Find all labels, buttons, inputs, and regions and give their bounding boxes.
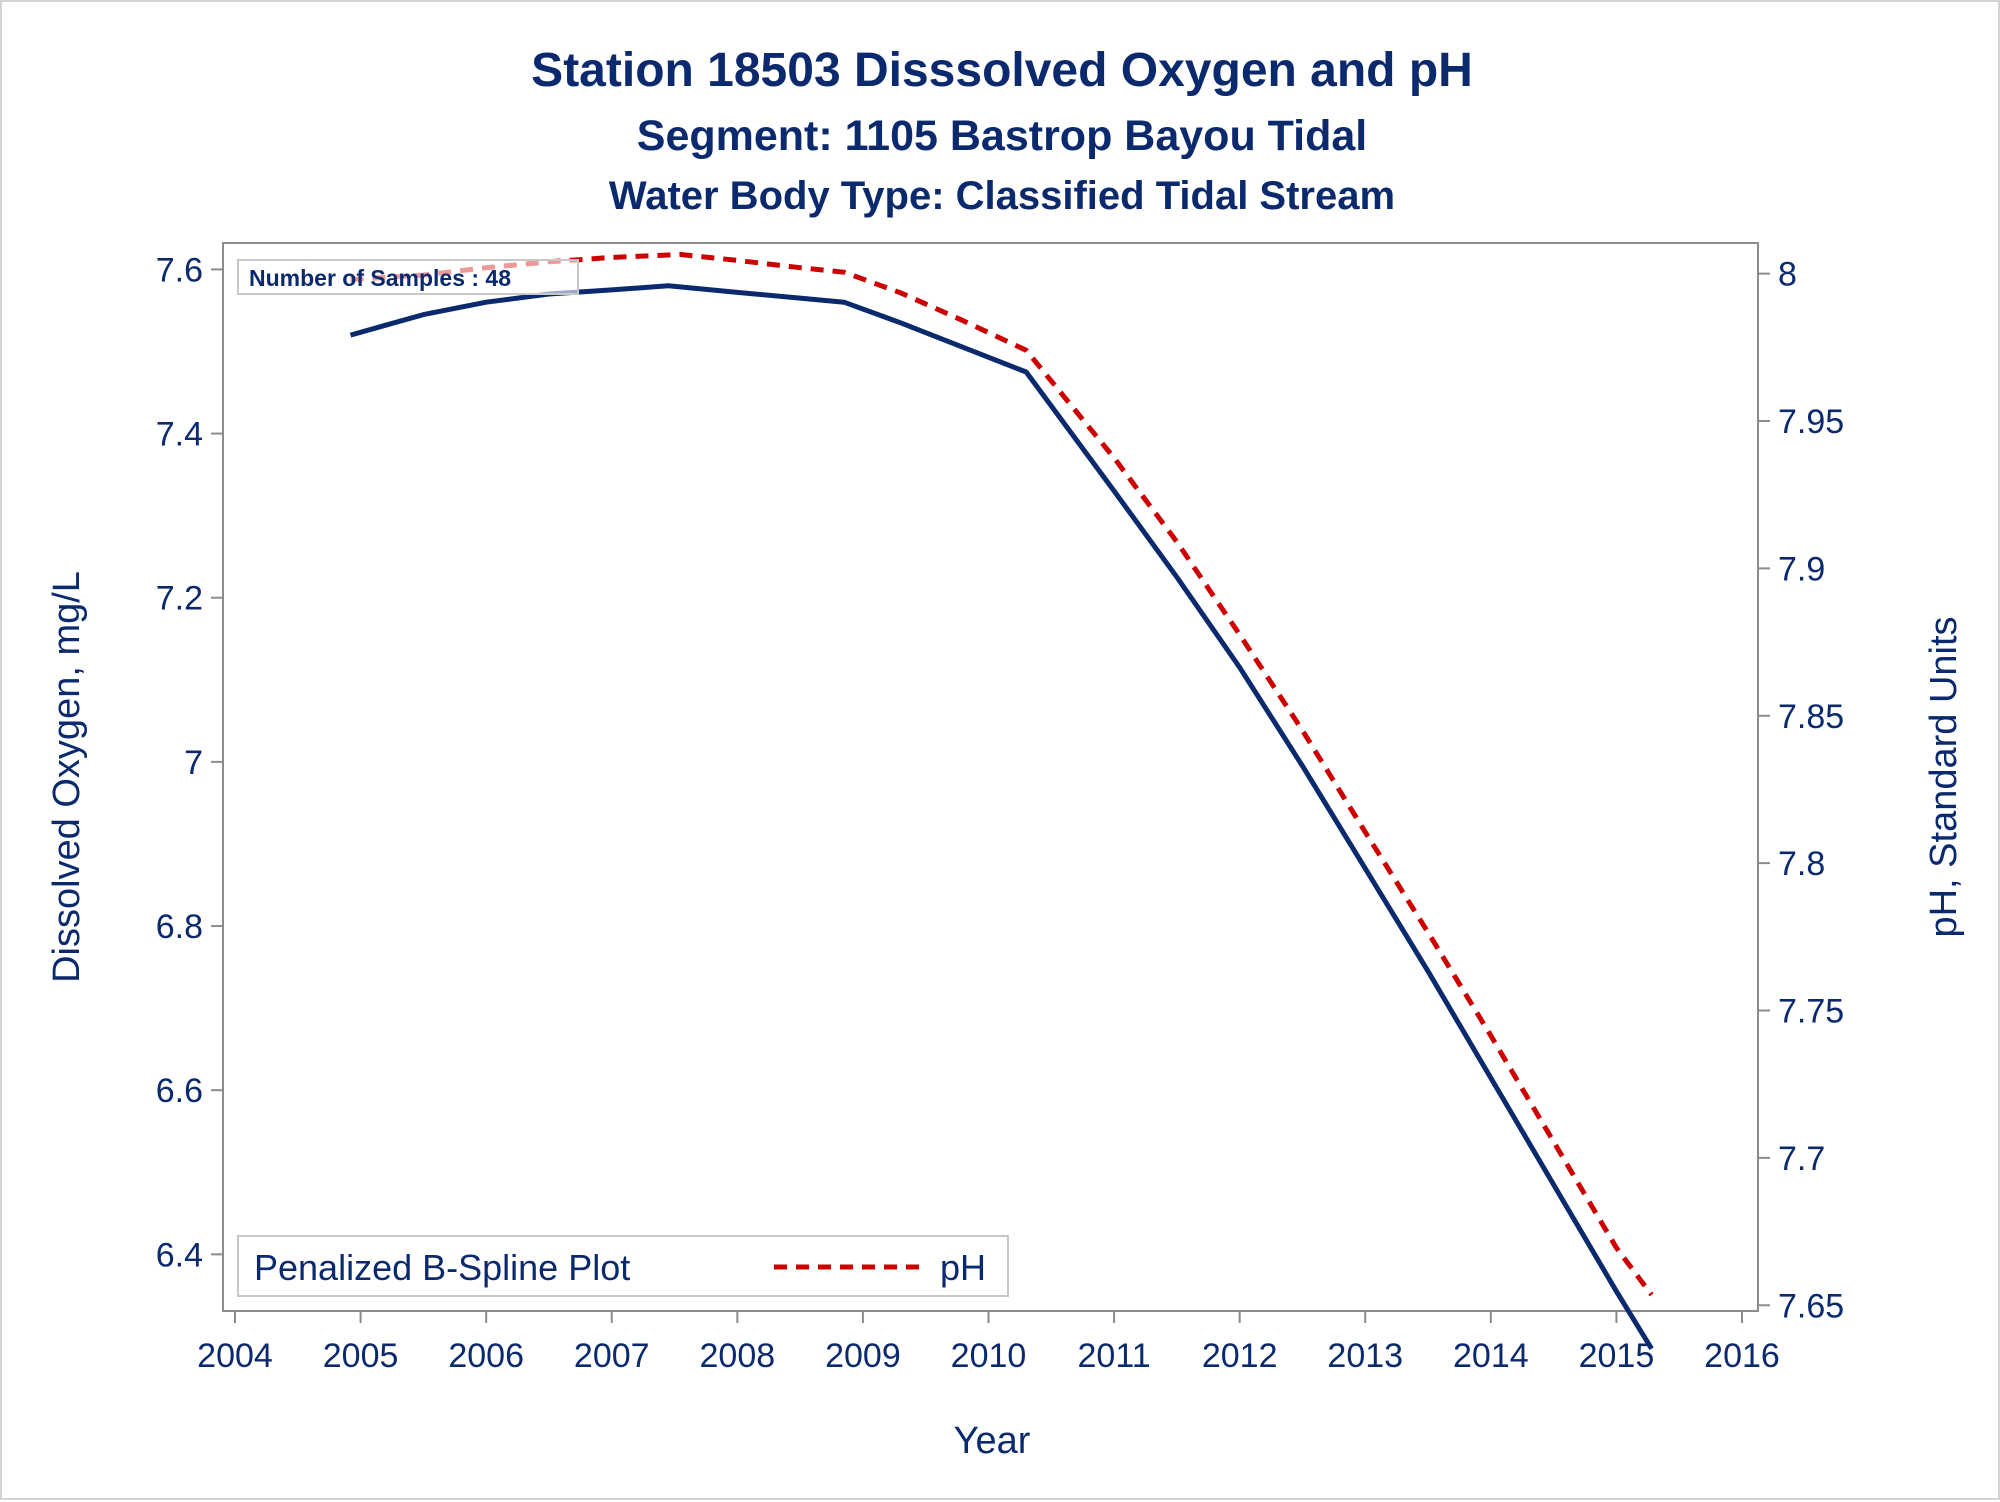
y-axis-left: 6.4 6.6 6.8 7 7.2 7.4 7.6 xyxy=(156,251,223,1274)
legend-box xyxy=(237,1235,1009,1297)
y2-tick-label: 7.95 xyxy=(1778,403,1844,441)
x-tick-label: 2013 xyxy=(1327,1337,1403,1375)
x-tick-label: 2010 xyxy=(951,1337,1027,1375)
y-tick-label: 6.4 xyxy=(156,1236,203,1274)
y2-tick-label: 7.9 xyxy=(1778,550,1825,588)
y2-tick-label: 7.7 xyxy=(1778,1140,1825,1178)
chart-subtitle-2: Water Body Type: Classified Tidal Stream xyxy=(609,174,1395,218)
y2-axis-label: pH, Standard Units xyxy=(1923,616,1965,937)
y-axis-label: Dissolved Oxygen, mg/L xyxy=(46,571,88,983)
sample-count-box xyxy=(237,259,579,295)
x-tick-label: 2011 xyxy=(1078,1337,1151,1375)
sample-count-label: Number of Samples : 48 xyxy=(249,265,511,291)
x-tick-label: 2012 xyxy=(1202,1337,1278,1375)
y-axis-right: 7.65 7.7 7.75 7.8 7.85 7.9 7.95 8 xyxy=(1758,256,1844,1325)
x-tick-label: 2015 xyxy=(1579,1337,1655,1375)
plot-area xyxy=(222,242,1759,1312)
legend-label-ph: pH xyxy=(940,1247,986,1288)
x-tick-label: 2016 xyxy=(1704,1337,1780,1375)
x-tick-label: 2005 xyxy=(323,1337,399,1375)
y-tick-label: 7.6 xyxy=(156,251,203,289)
series-layer xyxy=(349,252,1654,1351)
y-tick-label: 6.6 xyxy=(156,1072,203,1110)
y2-tick-label: 8 xyxy=(1778,256,1797,294)
x-tick-label: 2009 xyxy=(825,1337,901,1375)
x-axis-label: Year xyxy=(954,1420,1031,1462)
y-tick-label: 7 xyxy=(184,744,203,782)
y2-tick-label: 7.8 xyxy=(1778,845,1825,883)
x-tick-label: 2006 xyxy=(448,1337,524,1375)
y-tick-label: 7.2 xyxy=(156,580,203,618)
x-tick-label: 2004 xyxy=(197,1337,273,1375)
y-tick-label: 7.4 xyxy=(156,416,203,454)
dissolved-oxygen-spline-line xyxy=(349,283,1654,1351)
y2-tick-label: 7.75 xyxy=(1778,993,1844,1031)
ph-spline-line xyxy=(350,252,1654,1297)
chart-subtitle: Segment: 1105 Bastrop Bayou Tidal xyxy=(637,112,1367,160)
y2-tick-label: 7.85 xyxy=(1778,698,1844,736)
x-tick-label: 2014 xyxy=(1453,1337,1529,1375)
x-tick-label: 2008 xyxy=(700,1337,776,1375)
chart-title: Station 18503 Disssolved Oxygen and pH xyxy=(531,44,1473,97)
legend-title: Penalized B-Spline Plot xyxy=(254,1247,630,1288)
y2-tick-label: 7.65 xyxy=(1778,1287,1844,1325)
legend: Penalized B-Spline Plot pH xyxy=(237,1235,1009,1297)
x-tick-label: 2007 xyxy=(574,1337,650,1375)
y-tick-label: 6.8 xyxy=(156,908,203,946)
x-axis: 2004 2005 2006 2007 2008 2009 2010 2011 2012 2013… xyxy=(197,1311,1780,1375)
